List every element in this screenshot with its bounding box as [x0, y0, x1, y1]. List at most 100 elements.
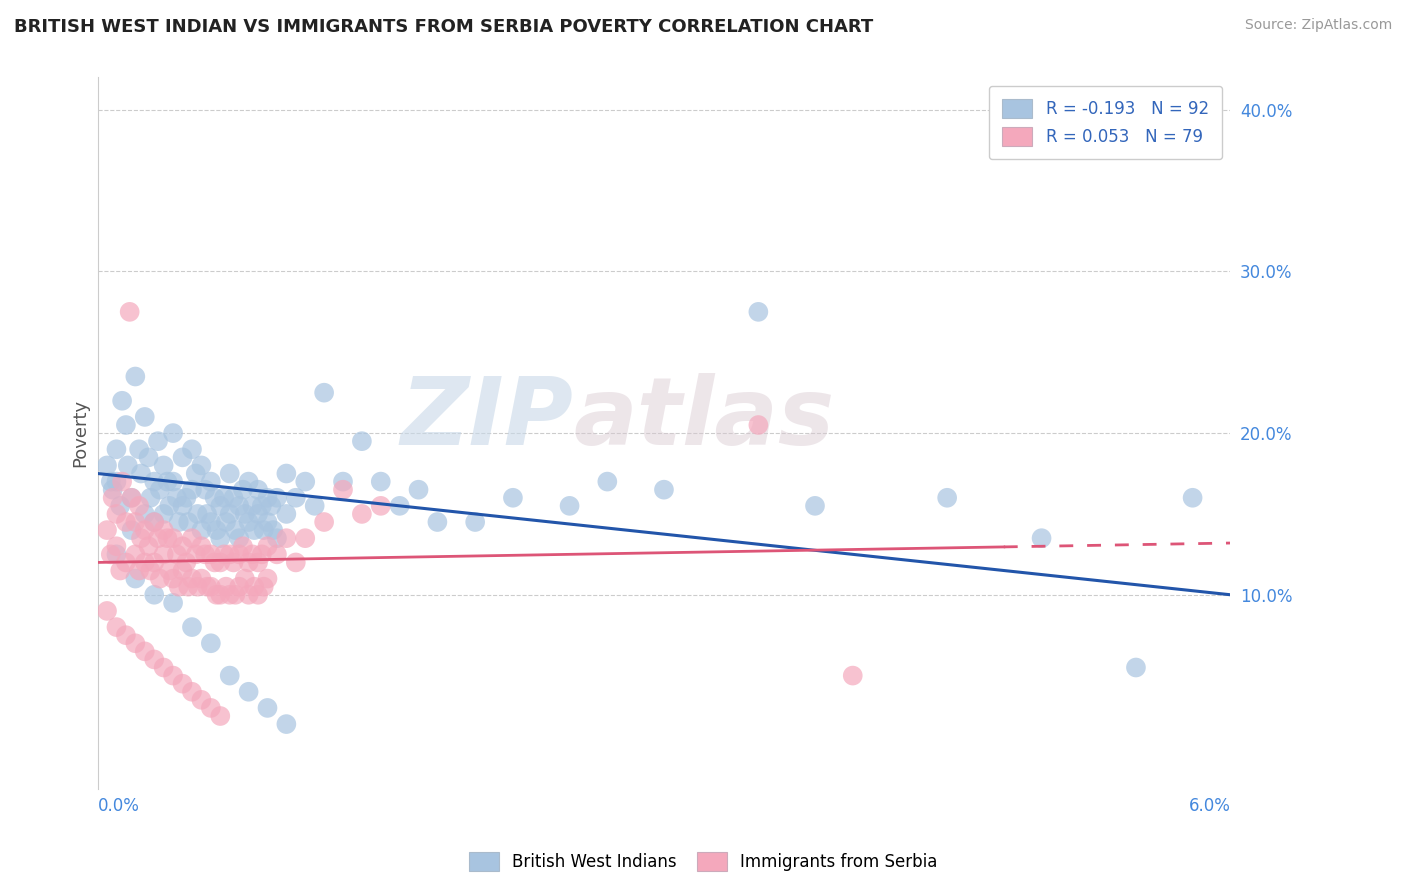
Point	[209, 556, 232, 570]
Point	[181, 531, 204, 545]
Point	[152, 458, 174, 473]
Point	[502, 491, 524, 505]
Point	[426, 515, 449, 529]
Point	[253, 580, 276, 594]
Point	[190, 458, 212, 473]
Point	[121, 491, 143, 505]
Point	[304, 499, 326, 513]
Point	[190, 572, 212, 586]
Point	[212, 547, 235, 561]
Point	[128, 564, 150, 578]
Point	[134, 644, 156, 658]
Point	[194, 547, 217, 561]
Point	[124, 636, 146, 650]
Point	[184, 467, 207, 481]
Point	[247, 556, 270, 570]
Text: ZIP: ZIP	[401, 373, 574, 465]
Point	[143, 475, 166, 489]
Point	[121, 491, 143, 505]
Point	[266, 531, 288, 545]
Point	[115, 515, 138, 529]
Point	[143, 515, 166, 529]
Point	[172, 539, 194, 553]
Point	[209, 588, 232, 602]
Point	[222, 556, 245, 570]
Point	[101, 491, 124, 505]
Point	[124, 369, 146, 384]
Point	[247, 588, 270, 602]
Point	[134, 507, 156, 521]
Point	[115, 417, 138, 432]
Point	[247, 507, 270, 521]
Point	[105, 475, 128, 489]
Point	[250, 499, 273, 513]
Point	[232, 483, 254, 497]
Point	[1125, 660, 1147, 674]
Point	[100, 475, 122, 489]
Text: BRITISH WEST INDIAN VS IMMIGRANTS FROM SERBIA POVERTY CORRELATION CHART: BRITISH WEST INDIAN VS IMMIGRANTS FROM S…	[14, 18, 873, 36]
Point	[558, 499, 581, 513]
Point	[146, 531, 169, 545]
Point	[149, 572, 172, 586]
Point	[143, 588, 166, 602]
Point	[276, 467, 298, 481]
Point	[138, 539, 160, 553]
Point	[276, 507, 298, 521]
Point	[242, 499, 264, 513]
Point	[149, 483, 172, 497]
Point	[187, 580, 209, 594]
Point	[200, 475, 222, 489]
Point	[266, 491, 288, 505]
Point	[215, 515, 238, 529]
Legend: R = -0.193   N = 92, R = 0.053   N = 79: R = -0.193 N = 92, R = 0.053 N = 79	[988, 86, 1222, 160]
Point	[218, 547, 240, 561]
Point	[134, 556, 156, 570]
Text: Source: ZipAtlas.com: Source: ZipAtlas.com	[1244, 18, 1392, 32]
Point	[747, 305, 769, 319]
Point	[134, 523, 156, 537]
Point	[117, 458, 139, 473]
Point	[129, 531, 152, 545]
Point	[222, 491, 245, 505]
Point	[408, 483, 430, 497]
Point	[139, 564, 162, 578]
Point	[370, 475, 392, 489]
Point	[228, 499, 250, 513]
Point	[181, 685, 204, 699]
Point	[139, 491, 162, 505]
Point	[172, 499, 194, 513]
Point	[224, 588, 246, 602]
Point	[129, 467, 152, 481]
Point	[228, 580, 250, 594]
Point	[152, 507, 174, 521]
Point	[294, 531, 316, 545]
Point	[167, 515, 190, 529]
Point	[200, 547, 222, 561]
Point	[111, 393, 134, 408]
Point	[314, 515, 336, 529]
Point	[128, 442, 150, 457]
Point	[250, 547, 273, 561]
Point	[232, 539, 254, 553]
Point	[204, 491, 226, 505]
Point	[350, 434, 373, 449]
Point	[110, 499, 132, 513]
Point	[96, 458, 118, 473]
Point	[96, 523, 118, 537]
Point	[177, 580, 200, 594]
Point	[105, 442, 128, 457]
Point	[176, 556, 198, 570]
Point	[181, 572, 204, 586]
Point	[162, 668, 184, 682]
Point	[284, 556, 307, 570]
Point	[228, 547, 250, 561]
Point	[276, 531, 298, 545]
Point	[652, 483, 675, 497]
Point	[370, 499, 392, 513]
Text: atlas: atlas	[574, 373, 835, 465]
Point	[110, 564, 132, 578]
Y-axis label: Poverty: Poverty	[72, 399, 89, 467]
Point	[205, 588, 228, 602]
Point	[218, 507, 240, 521]
Point	[190, 539, 212, 553]
